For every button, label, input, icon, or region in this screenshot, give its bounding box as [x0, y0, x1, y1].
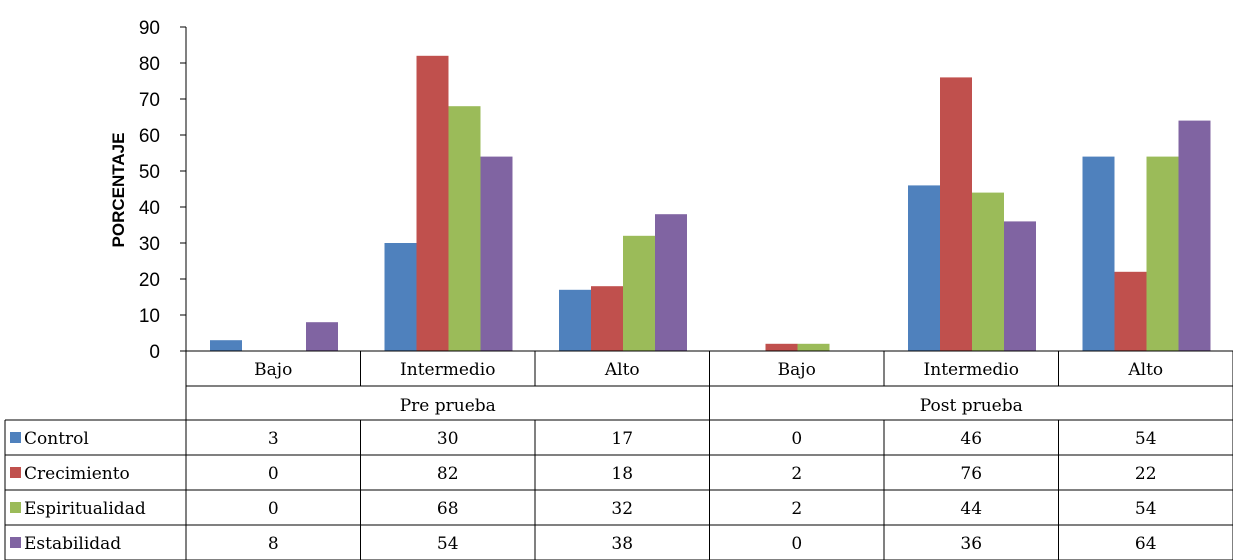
y-tick-label: 0 [149, 342, 160, 363]
bar-estabilidad-1 [480, 156, 513, 351]
bar-espiritualidad-1 [448, 106, 481, 351]
y-tick-label: 10 [139, 306, 160, 327]
y-tick-label: 50 [139, 162, 160, 183]
y-tick-label: 30 [139, 234, 160, 255]
bar-estabilidad-2 [655, 214, 687, 351]
table-cell: 82 [437, 464, 459, 484]
bar-crecimiento-2 [591, 286, 623, 351]
table-cell: 18 [611, 464, 633, 484]
y-axis-label: PORCENTAJE [109, 133, 128, 248]
table-cell: 54 [437, 534, 459, 554]
table-cell: 38 [611, 534, 633, 554]
legend-key-espiritualidad [10, 502, 21, 513]
y-tick-label: 90 [139, 18, 160, 39]
bar-estabilidad-4 [1004, 221, 1036, 351]
table-cell: 22 [1135, 464, 1157, 484]
bar-control-4 [908, 185, 940, 351]
table-cell: 3 [268, 429, 279, 449]
bar-crecimiento-1 [416, 55, 449, 352]
table-cell: 36 [960, 534, 982, 554]
table-cell: 0 [791, 534, 802, 554]
x-category-label: Bajo [254, 360, 292, 380]
data-table: Bajo Intermedio Alto Bajo Intermedio Alto Pre … [4, 350, 1233, 560]
legend-label: Espiritualidad [24, 499, 146, 519]
bar-crecimiento-4 [940, 77, 972, 352]
legend-label: Crecimiento [24, 464, 130, 484]
x-category-label: Intermedio [400, 360, 495, 380]
table-cell: 0 [791, 429, 802, 449]
table-cell: 44 [960, 499, 982, 519]
bars-layer [210, 55, 1211, 352]
axes-layer: 0 10 20 30 40 50 60 70 80 90 [139, 18, 187, 363]
table-cell: 0 [268, 464, 279, 484]
bar-control-1 [384, 243, 417, 351]
bar-estabilidad-0 [306, 322, 338, 351]
y-tick-label: 70 [139, 90, 160, 111]
group-label: Post prueba [920, 396, 1023, 416]
table-cell: 68 [437, 499, 459, 519]
table-cell: 2 [791, 499, 802, 519]
bar-espiritualidad-4 [972, 192, 1004, 351]
legend-key-control [10, 432, 21, 443]
legend-key-crecimiento [10, 467, 21, 478]
bar-control-5 [1082, 156, 1115, 351]
y-tick-label: 40 [139, 198, 160, 219]
table-cell: 76 [960, 464, 982, 484]
bar-crecimiento-5 [1114, 271, 1147, 351]
legend-key-estabilidad [10, 537, 21, 548]
table-cell: 54 [1135, 429, 1157, 449]
x-category-label: Alto [1127, 360, 1163, 380]
x-category-label: Alto [604, 360, 640, 380]
table-cell: 46 [960, 429, 982, 449]
table-cell: 2 [791, 464, 802, 484]
bar-crecimiento-3 [765, 343, 798, 351]
table-cell: 54 [1135, 499, 1157, 519]
table-cell: 17 [611, 429, 633, 449]
bar-control-0 [210, 340, 242, 351]
table-cell: 8 [268, 534, 279, 554]
table-cell: 30 [437, 429, 459, 449]
table-cell: 32 [611, 499, 633, 519]
bar-estabilidad-5 [1178, 120, 1211, 351]
x-category-label: Intermedio [924, 360, 1019, 380]
table-cell: 0 [268, 499, 279, 519]
legend-label: Control [24, 429, 89, 449]
legend-label: Estabilidad [24, 534, 121, 554]
y-tick-label: 20 [139, 270, 160, 291]
bar-espiritualidad-2 [623, 235, 655, 351]
x-category-label: Bajo [778, 360, 816, 380]
bar-espiritualidad-5 [1146, 156, 1179, 351]
y-tick-label: 80 [139, 54, 160, 75]
bar-control-2 [559, 289, 591, 351]
table-cell: 64 [1135, 534, 1157, 554]
bar-espiritualidad-3 [797, 343, 830, 351]
group-label: Pre prueba [400, 396, 496, 416]
y-tick-label: 60 [139, 126, 160, 147]
